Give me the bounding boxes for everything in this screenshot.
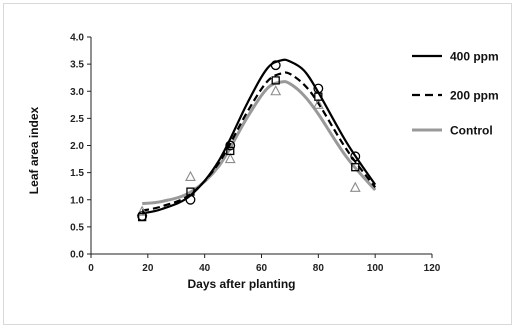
x-tick-label: 40 (199, 263, 211, 274)
data-point-400-ppm (313, 83, 324, 94)
data-point-200-ppm (226, 146, 235, 156)
legend-label-400-ppm: 400 ppm (450, 50, 499, 64)
y-tick-label: 2.5 (70, 114, 84, 125)
y-tick-label: 0.5 (70, 222, 84, 233)
data-point-control (349, 181, 361, 192)
data-point-control (270, 85, 282, 96)
data-point-200-ppm (271, 76, 280, 85)
x-axis-title: Days after planting (187, 277, 295, 291)
data-point-400-ppm (225, 140, 236, 151)
line-chart: 0.0 0.5 1.0 1.5 2.0 2.5 3.0 3.5 4.0 0 20 40 60 80 100 1… (27, 33, 499, 292)
x-tick-label: 100 (367, 263, 384, 274)
x-tick-label: 120 (424, 263, 441, 274)
y-tick-label: 1.0 (70, 195, 84, 206)
y-tick-label: 3.0 (70, 87, 84, 98)
series-line-200-ppm (141, 71, 377, 212)
x-tick-label: 20 (142, 263, 154, 274)
data-point-control (224, 152, 236, 164)
x-tick-label: 0 (88, 263, 94, 274)
data-point-control (312, 98, 324, 109)
series-line-control (142, 80, 377, 205)
legend-label-control: Control (450, 124, 493, 138)
data-point-control (136, 205, 148, 216)
legend-label-200-ppm: 200 ppm (450, 89, 499, 103)
data-point-400-ppm (350, 151, 361, 162)
y-tick-label: 3.5 (70, 60, 84, 71)
data-point-400-ppm (185, 194, 196, 205)
x-tick-label: 60 (256, 263, 268, 274)
data-point-400-ppm (270, 60, 281, 71)
y-tick-label: 2.0 (70, 141, 84, 152)
data-point-400-ppm (137, 211, 148, 221)
series-line-400-ppm (141, 58, 377, 215)
y-axis-title: Leaf area index (27, 106, 41, 194)
data-point-control (185, 170, 196, 182)
y-tick-label: 1.5 (70, 168, 84, 179)
chart-frame: 0.0 0.5 1.0 1.5 2.0 2.5 3.0 3.5 4.0 0 20 40 60 80 100 1… (3, 3, 512, 325)
data-point-200-ppm (351, 163, 360, 172)
x-tick-label: 80 (313, 263, 325, 274)
y-tick-label: 4.0 (70, 33, 84, 44)
y-tick-label: 0.0 (70, 250, 84, 261)
